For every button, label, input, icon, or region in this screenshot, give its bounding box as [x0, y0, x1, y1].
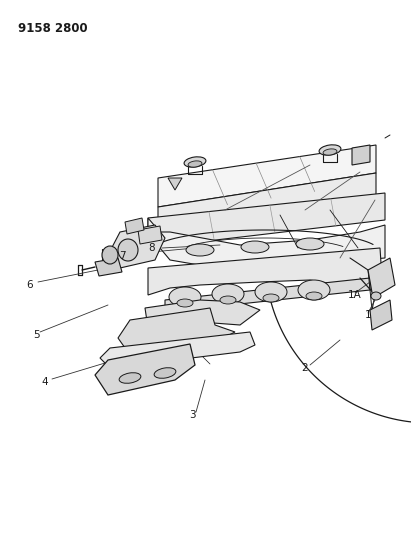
Polygon shape: [100, 332, 255, 368]
Ellipse shape: [177, 299, 193, 307]
Ellipse shape: [186, 244, 214, 256]
Text: 4: 4: [42, 377, 48, 387]
Ellipse shape: [118, 239, 138, 261]
Ellipse shape: [184, 157, 206, 167]
Text: 8: 8: [149, 243, 155, 253]
Text: 2: 2: [302, 363, 308, 373]
Ellipse shape: [241, 241, 269, 253]
Ellipse shape: [323, 149, 337, 155]
Polygon shape: [148, 248, 382, 295]
Ellipse shape: [298, 280, 330, 300]
Ellipse shape: [296, 238, 324, 250]
Ellipse shape: [119, 373, 141, 383]
Ellipse shape: [306, 292, 322, 300]
Text: 1: 1: [365, 310, 371, 320]
Ellipse shape: [255, 282, 287, 302]
Polygon shape: [95, 344, 195, 395]
Polygon shape: [148, 218, 385, 272]
Text: 9158 2800: 9158 2800: [18, 22, 88, 35]
Text: 1A: 1A: [348, 290, 362, 300]
Text: 6: 6: [27, 280, 33, 290]
Ellipse shape: [169, 287, 201, 307]
Polygon shape: [118, 308, 235, 355]
Text: 3: 3: [189, 410, 195, 420]
Ellipse shape: [102, 246, 118, 264]
Ellipse shape: [319, 145, 341, 155]
Polygon shape: [125, 218, 144, 234]
Ellipse shape: [220, 296, 236, 304]
Ellipse shape: [263, 294, 279, 302]
Polygon shape: [158, 173, 376, 232]
Text: 7: 7: [119, 251, 125, 261]
Ellipse shape: [212, 284, 244, 304]
Polygon shape: [145, 300, 260, 328]
Polygon shape: [148, 193, 385, 248]
Polygon shape: [352, 145, 370, 165]
Polygon shape: [165, 278, 370, 312]
Polygon shape: [368, 258, 395, 298]
Ellipse shape: [371, 292, 381, 300]
Polygon shape: [370, 300, 392, 330]
Polygon shape: [95, 258, 122, 276]
Polygon shape: [138, 226, 162, 244]
Polygon shape: [158, 145, 376, 207]
Text: 5: 5: [33, 330, 39, 340]
Polygon shape: [168, 178, 182, 190]
Ellipse shape: [154, 368, 176, 378]
Polygon shape: [108, 225, 165, 268]
Ellipse shape: [188, 161, 202, 167]
